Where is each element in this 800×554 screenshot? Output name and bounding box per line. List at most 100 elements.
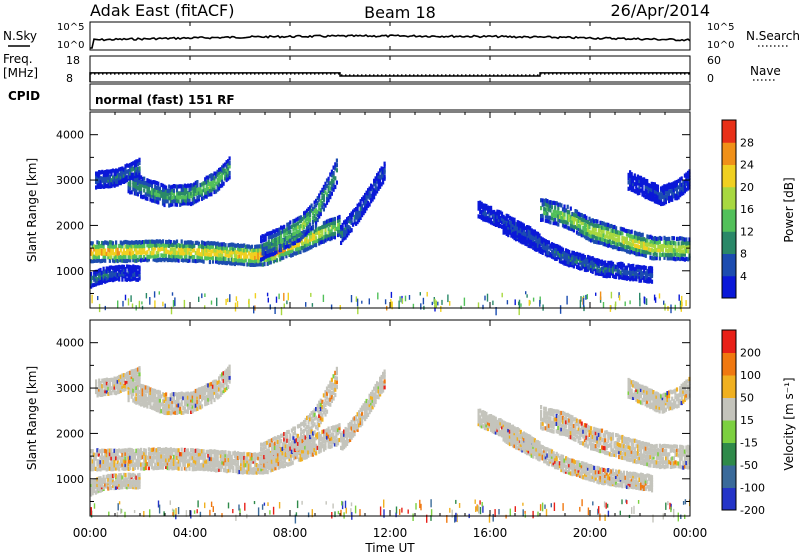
echo-cell (577, 214, 580, 219)
echo-cell (215, 393, 218, 399)
echo-cell (168, 184, 171, 189)
echo-cell (125, 163, 129, 168)
echo-cell (160, 253, 163, 258)
echo-cell (116, 258, 119, 264)
echo-cell (663, 187, 666, 192)
echo-cell (669, 189, 672, 194)
echo-cell (558, 202, 561, 207)
echo-cell (361, 207, 364, 212)
echo-cell (325, 431, 329, 436)
echo-cell (630, 178, 633, 183)
echo-cell (588, 224, 591, 230)
echo-cell (130, 247, 133, 252)
echo-cell (322, 184, 325, 189)
echo-cell (105, 269, 108, 274)
echo-cell (483, 217, 486, 222)
echo-cell (310, 225, 313, 230)
echo-cell (219, 252, 222, 257)
echo-cell (301, 217, 304, 222)
echo-cell (632, 263, 635, 268)
echo-cell (479, 200, 482, 205)
echo-cell (271, 467, 274, 472)
echo-cell (607, 235, 610, 240)
echo-cell (540, 246, 543, 251)
echo-cell (335, 158, 338, 163)
echo-cell (485, 212, 488, 217)
echo-cell (486, 208, 490, 213)
echo-cell (188, 392, 191, 397)
echo-cell (577, 226, 580, 232)
echo-cell (273, 250, 276, 255)
echo-cell (233, 246, 236, 251)
echo-cell (168, 191, 171, 196)
echo-cell (208, 255, 211, 260)
speckle-cell (525, 291, 527, 295)
echo-cell (309, 205, 312, 210)
echo-cell (224, 172, 227, 178)
echo-cell (325, 438, 329, 443)
echo-cell (641, 245, 644, 250)
echo-cell (141, 466, 144, 471)
echo-cell (157, 181, 160, 186)
echo-cell (311, 448, 315, 453)
echo-cell (619, 261, 622, 266)
echo-cell (232, 242, 235, 247)
echo-cell (622, 270, 625, 275)
y-tick-label: 1000 (56, 265, 84, 278)
echo-cell (177, 454, 180, 459)
echo-cell (104, 258, 107, 263)
colorbar-swatch (722, 120, 736, 143)
echo-cell (635, 252, 638, 257)
echo-cell (359, 202, 362, 207)
echo-cell (627, 270, 630, 275)
speckle-cell (639, 298, 641, 307)
echo-cell (289, 225, 292, 230)
echo-cell (165, 195, 168, 200)
echo-cell (110, 377, 113, 382)
echo-cell (276, 449, 280, 454)
echo-cell (115, 466, 118, 471)
echo-cell (321, 224, 324, 230)
echo-cell (279, 461, 282, 466)
echo-cell (147, 396, 150, 402)
echo-cell (221, 253, 224, 258)
echo-cell (572, 259, 575, 264)
echo-cell (219, 177, 222, 182)
speckle-cell (216, 297, 218, 307)
echo-cell (127, 169, 130, 174)
echo-cell (647, 196, 650, 201)
echo-cell (597, 240, 600, 245)
echo-cell (371, 194, 374, 199)
echo-cell (296, 250, 299, 255)
echo-cell (600, 259, 604, 264)
echo-cell (561, 252, 565, 257)
echo-cell (683, 252, 686, 257)
echo-cell (294, 247, 297, 252)
echo-cell (549, 215, 552, 220)
echo-cell (193, 182, 196, 187)
echo-cell (683, 182, 686, 188)
echo-cell (183, 406, 186, 411)
echo-cell (629, 177, 632, 183)
echo-cell (547, 251, 550, 256)
echo-cell (157, 404, 160, 409)
echo-cell (677, 236, 680, 241)
echo-cell (222, 166, 225, 172)
echo-cell (561, 223, 565, 228)
echo-cell (624, 276, 627, 281)
echo-cell (630, 272, 633, 277)
echo-cell (236, 250, 240, 255)
echo-cell (276, 457, 280, 462)
echo-cell (552, 255, 555, 260)
echo-cell (504, 230, 507, 235)
echo-cell (488, 216, 491, 221)
echo-cell (111, 273, 115, 278)
echo-cell (502, 222, 505, 227)
echo-cell (675, 189, 679, 194)
echo-cell (661, 252, 665, 257)
echo-cell (287, 238, 290, 243)
echo-cell (285, 254, 288, 259)
echo-cell (221, 376, 224, 381)
echo-cell (171, 458, 174, 463)
echo-cell (602, 273, 605, 278)
